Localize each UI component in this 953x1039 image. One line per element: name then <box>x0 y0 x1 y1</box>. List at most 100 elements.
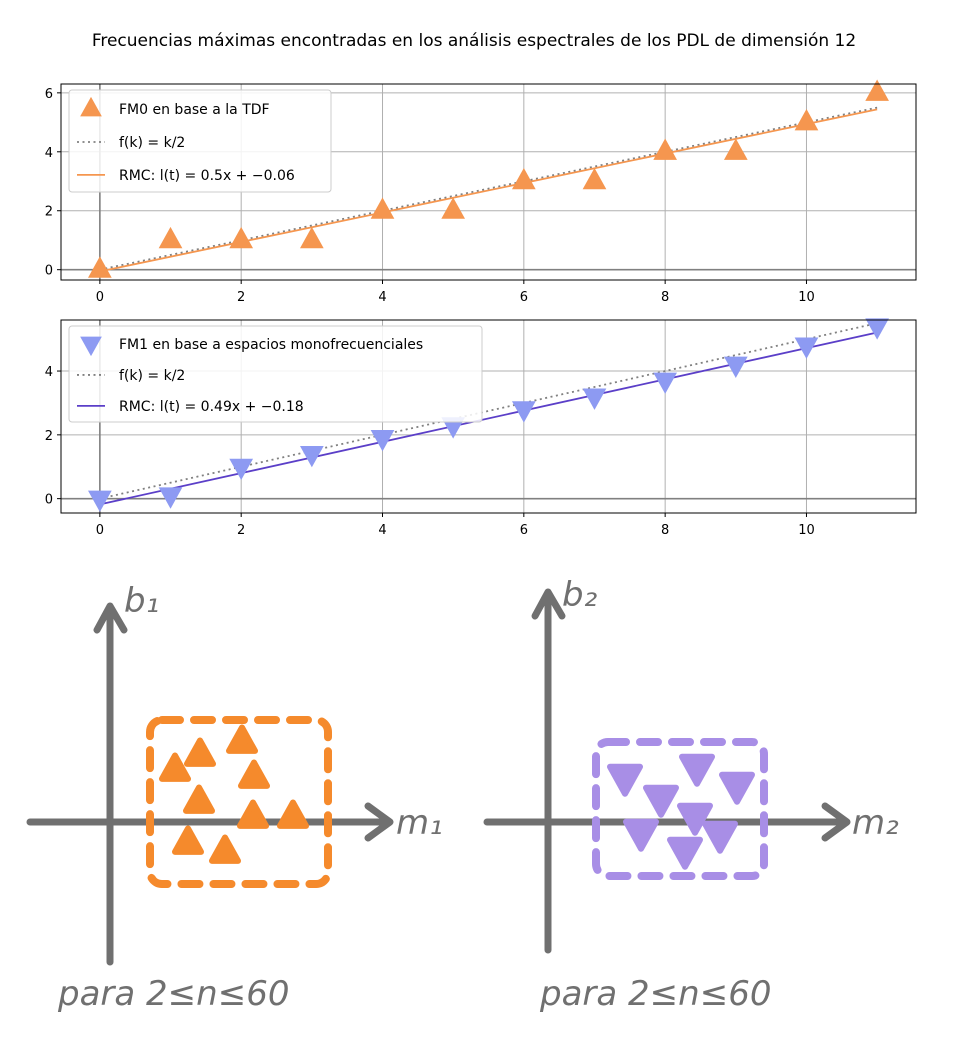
data-point-marker <box>299 445 324 468</box>
x-tick-label: 10 <box>798 290 815 305</box>
sketch-orange-marker <box>277 799 309 829</box>
x-tick-label: 4 <box>378 523 386 538</box>
sketch-orange-marker <box>209 834 241 864</box>
data-point-marker <box>794 337 819 359</box>
data-point-marker <box>794 109 819 131</box>
data-point-marker <box>511 401 536 423</box>
data-point-marker <box>370 430 395 452</box>
sketch-right-dashed-region <box>592 738 768 880</box>
x-tick-label: 8 <box>661 290 669 305</box>
data-point-marker <box>441 197 466 219</box>
sketch-orange-marker <box>238 759 270 789</box>
legend-label: RMC: l(t) = 0.5x + −0.06 <box>119 168 295 184</box>
data-point-marker <box>299 226 324 249</box>
chart-fm1: 0 2 4 6 8 10 0 2 4 FM1 en base a espacios monofre… <box>45 318 917 538</box>
legend-box <box>68 89 332 193</box>
sketch-right: b₂ m₂ para 2≤n≤60 <box>483 575 899 1014</box>
sketch-purple-marker <box>607 763 643 797</box>
sketch-purple-marker <box>719 771 755 805</box>
data-point-marker <box>88 490 112 512</box>
data-point-marker <box>229 458 254 481</box>
sketch-right-markers <box>607 753 755 870</box>
legend-label: RMC: l(t) = 0.49x + −0.18 <box>119 399 304 415</box>
data-point-marker <box>158 487 183 509</box>
data-point-marker <box>158 226 183 249</box>
reference-line-series <box>99 106 878 271</box>
data-point-marker <box>88 256 112 278</box>
x-tick-label: 8 <box>661 523 669 538</box>
sketch-orange-marker <box>172 825 204 855</box>
legend: FM0 en base a la TDF f(k) = k/2 RMC: l(t) … <box>68 89 332 193</box>
data-point-marker <box>865 79 889 101</box>
data-point-marker <box>582 388 607 410</box>
figure-title: Frecuencias máximas encontradas en los a… <box>92 31 856 51</box>
sketch-right-y-axis <box>531 588 566 954</box>
y-tick-label: 2 <box>45 429 53 444</box>
data-point-marker <box>370 197 395 219</box>
data-point-marker <box>723 356 748 378</box>
sketch-right-x-axis-label: m₂ <box>852 803 899 843</box>
legend-box <box>68 325 483 423</box>
sketch-orange-marker <box>184 737 216 767</box>
axes-frame <box>60 319 917 514</box>
x-tick-label: 6 <box>520 290 528 305</box>
x-tick-label: 6 <box>520 523 528 538</box>
x-tick-label: 2 <box>237 523 245 538</box>
data-point-marker <box>582 167 607 190</box>
sketch-orange-marker <box>183 784 215 814</box>
y-tick-label: 0 <box>45 264 53 279</box>
y-tick-label: 0 <box>45 493 53 508</box>
sketch-left: b₁ m₁ para 2≤n≤60 <box>26 581 443 1014</box>
sketch-right-caption: para 2≤n≤60 <box>539 974 771 1014</box>
data-point-marker <box>229 226 254 249</box>
data-point-marker <box>865 318 889 340</box>
legend-label: FM1 en base a espacios monofrecuenciales <box>119 337 423 353</box>
sketch-purple-marker <box>702 820 738 854</box>
axes-frame <box>60 83 917 281</box>
chart-fm0: 0 2 4 6 8 10 0 2 4 6 FM0 en base a la TDF f(k) = k/… <box>45 79 917 305</box>
legend-label: FM0 en base a la TDF <box>119 102 270 118</box>
plot-area <box>99 322 878 506</box>
x-tick-label: 0 <box>96 523 104 538</box>
sketch-purple-marker <box>667 836 703 870</box>
x-tick-label: 10 <box>798 523 815 538</box>
legend-label: f(k) = k/2 <box>119 135 185 151</box>
sketch-left-x-axis-label: m₁ <box>396 803 443 843</box>
y-tick-label: 4 <box>45 365 53 380</box>
x-tick-label: 0 <box>96 290 104 305</box>
x-tick-label: 2 <box>237 290 245 305</box>
y-tick-label: 4 <box>45 146 53 161</box>
sketch-left-y-axis <box>93 602 128 966</box>
sketch-left-caption: para 2≤n≤60 <box>57 974 289 1014</box>
sketch-left-y-axis-label: b₁ <box>124 581 159 621</box>
marker-series <box>88 318 889 512</box>
legend-marker <box>80 336 102 357</box>
legend-marker <box>80 96 102 117</box>
y-tick-label: 6 <box>45 87 53 102</box>
plot-area <box>99 106 878 273</box>
sketch-right-x-axis <box>483 802 851 842</box>
data-point-marker <box>653 372 678 394</box>
sketch-purple-marker <box>643 784 679 818</box>
sketch-orange-marker <box>226 724 258 754</box>
sketch-purple-marker <box>623 818 659 852</box>
marker-series <box>88 79 889 278</box>
data-point-marker <box>511 167 536 190</box>
regression-line-series <box>99 331 878 506</box>
y-tick-label: 2 <box>45 205 53 220</box>
sketch-orange-marker <box>159 752 191 782</box>
regression-line-series <box>99 108 878 273</box>
reference-line-series <box>99 322 878 500</box>
sketch-orange-marker <box>237 799 269 829</box>
sketch-purple-marker <box>677 802 713 836</box>
data-point-marker <box>653 138 678 160</box>
sketch-left-markers <box>159 724 309 864</box>
legend-label: f(k) = k/2 <box>119 368 185 384</box>
x-tick-label: 4 <box>378 290 386 305</box>
legend: FM1 en base a espacios monofrecuenciales… <box>68 325 483 423</box>
sketch-right-y-axis-label: b₂ <box>562 575 598 615</box>
sketch-purple-marker <box>679 753 715 787</box>
data-point-marker <box>723 138 748 160</box>
sketch-left-dashed-region <box>146 716 332 888</box>
